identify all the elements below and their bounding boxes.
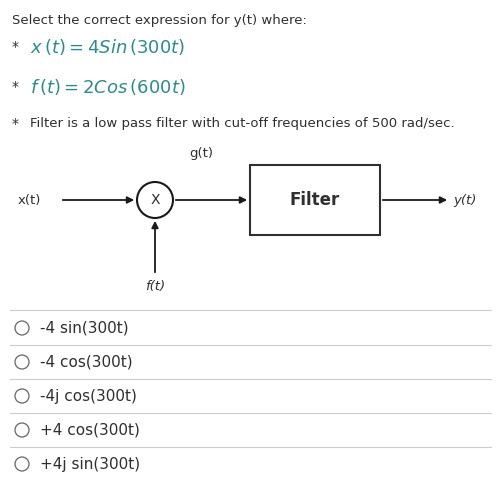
Text: Select the correct expression for y(t) where:: Select the correct expression for y(t) w… bbox=[12, 14, 307, 27]
Text: g(t): g(t) bbox=[189, 147, 213, 160]
Text: Filter is a low pass filter with cut-off frequencies of 500 rad/sec.: Filter is a low pass filter with cut-off… bbox=[30, 117, 454, 130]
Text: $x\,(t) = 4Sin\,(300t)$: $x\,(t) = 4Sin\,(300t)$ bbox=[30, 37, 185, 57]
Text: -4 sin(300t): -4 sin(300t) bbox=[40, 321, 129, 335]
Text: +4 cos(300t): +4 cos(300t) bbox=[40, 422, 140, 438]
Text: $f\,(t) = 2Cos\,(600t)$: $f\,(t) = 2Cos\,(600t)$ bbox=[30, 77, 186, 97]
Text: y(t): y(t) bbox=[453, 194, 476, 206]
Text: X: X bbox=[150, 193, 160, 207]
Text: Filter: Filter bbox=[290, 191, 340, 209]
Bar bbox=[250, 165, 380, 235]
Text: -4 cos(300t): -4 cos(300t) bbox=[40, 355, 133, 370]
Text: +4j sin(300t): +4j sin(300t) bbox=[40, 456, 140, 471]
Text: x(t): x(t) bbox=[18, 194, 42, 206]
Text: f(t): f(t) bbox=[145, 280, 165, 293]
Text: *: * bbox=[12, 40, 19, 54]
Text: *: * bbox=[12, 117, 19, 131]
Text: -4j cos(300t): -4j cos(300t) bbox=[40, 388, 137, 404]
Text: *: * bbox=[12, 80, 19, 94]
